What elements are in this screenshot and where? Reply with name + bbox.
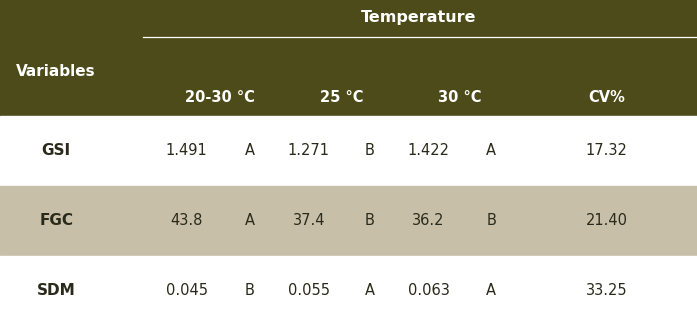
Text: B: B: [487, 213, 496, 229]
Text: Temperature: Temperature: [360, 10, 476, 25]
Text: FGC: FGC: [39, 213, 73, 229]
Text: 21.40: 21.40: [585, 213, 627, 229]
Text: 30 °C: 30 °C: [438, 90, 482, 105]
Text: 1.271: 1.271: [288, 143, 330, 158]
Text: 1.422: 1.422: [408, 143, 450, 158]
Text: CV%: CV%: [588, 90, 625, 105]
Text: 17.32: 17.32: [585, 143, 627, 158]
Bar: [0, 186, 697, 256]
Text: A: A: [245, 213, 254, 229]
Text: 0.055: 0.055: [288, 283, 330, 299]
Text: SDM: SDM: [37, 283, 75, 299]
Text: 33.25: 33.25: [585, 283, 627, 299]
Text: B: B: [245, 283, 254, 299]
Text: B: B: [365, 213, 374, 229]
Bar: [0, 0, 697, 116]
Bar: [0, 116, 697, 186]
Text: GSI: GSI: [42, 143, 70, 158]
Text: Variables: Variables: [16, 64, 96, 79]
Text: 43.8: 43.8: [171, 213, 203, 229]
Text: A: A: [487, 283, 496, 299]
Text: 37.4: 37.4: [293, 213, 325, 229]
Text: 1.491: 1.491: [166, 143, 208, 158]
Text: B: B: [365, 143, 374, 158]
Text: 0.045: 0.045: [166, 283, 208, 299]
Text: A: A: [365, 283, 374, 299]
Text: 0.063: 0.063: [408, 283, 450, 299]
Text: 36.2: 36.2: [413, 213, 445, 229]
Text: A: A: [245, 143, 254, 158]
Bar: [0, 256, 697, 326]
Text: A: A: [487, 143, 496, 158]
Text: 25 °C: 25 °C: [320, 90, 363, 105]
Text: 20-30 °C: 20-30 °C: [185, 90, 254, 105]
